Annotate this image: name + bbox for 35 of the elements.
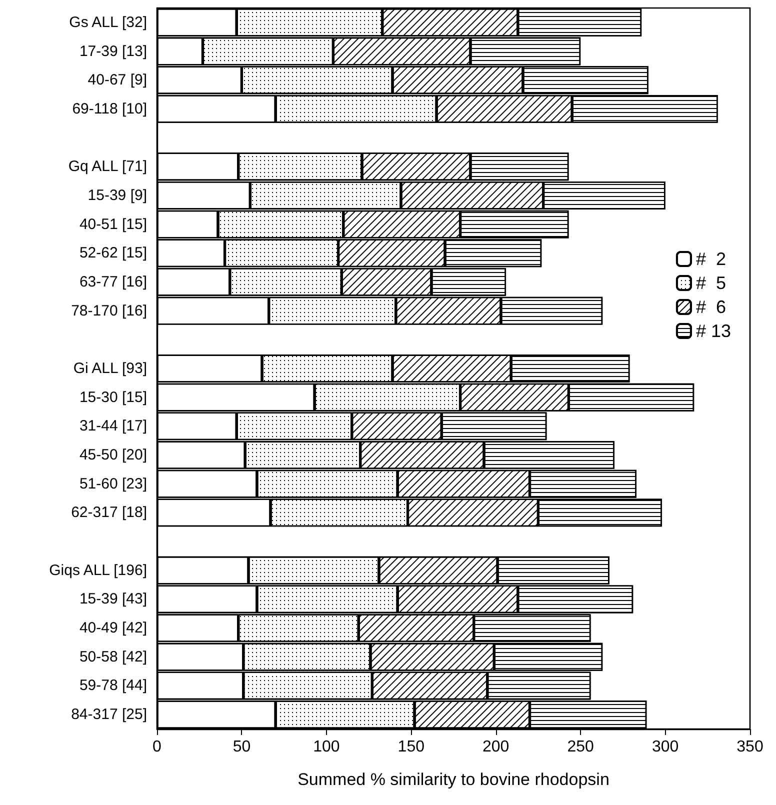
y-tick-label: 84-317 [25] <box>71 706 147 724</box>
y-tick-label: Gi ALL [93] <box>73 360 147 377</box>
y-tick-label: 15-30 [15] <box>79 388 147 406</box>
x-tick-label: 250 <box>567 738 594 756</box>
legend-label: # 6 <box>696 297 726 317</box>
y-tick-label: 15-39 [43] <box>79 590 147 608</box>
y-tick-label: Gq ALL [71] <box>68 158 147 176</box>
x-tick-label: 350 <box>736 738 764 756</box>
y-tick-label: 52-62 [15] <box>79 244 147 262</box>
y-tick-label: Gs ALL [32] <box>69 14 147 31</box>
x-tick-label: 200 <box>482 738 510 756</box>
legend-label: # 5 <box>696 273 726 293</box>
y-tick-label: 40-51 [15] <box>79 216 147 233</box>
x-axis-title: Summed % similarity to bovine rhodopsin <box>298 770 610 789</box>
y-tick-label: 50-58 [42] <box>79 648 147 666</box>
y-tick-label: Giqs ALL [196] <box>49 562 147 579</box>
y-tick-label: 45-50 [20] <box>79 446 147 464</box>
y-tick-label: 63-77 [16] <box>79 273 147 290</box>
y-tick-label: 40-67 [9] <box>88 72 147 89</box>
x-tick-label: 50 <box>232 738 251 756</box>
y-tick-label: 59-78 [44] <box>79 677 147 694</box>
y-tick-label: 78-170 [16] <box>71 302 147 320</box>
x-tick-label: 100 <box>313 738 340 756</box>
y-tick-label: 17-39 [13] <box>79 42 147 60</box>
y-tick-label: 31-44 [17] <box>79 418 147 435</box>
y-tick-label: 40-49 [42] <box>79 620 147 637</box>
x-tick-label: 300 <box>652 738 679 756</box>
y-tick-label: 15-39 [9] <box>88 186 147 204</box>
x-tick-label: 0 <box>152 738 162 756</box>
y-tick-label: 62-317 [18] <box>71 504 147 522</box>
y-tick-label: 69-118 [10] <box>72 100 147 118</box>
y-tick-label: 51-60 [23] <box>79 475 147 492</box>
x-tick-label: 150 <box>398 738 425 756</box>
legend-label: # 2 <box>696 249 726 269</box>
legend-label: # 13 <box>696 321 732 341</box>
